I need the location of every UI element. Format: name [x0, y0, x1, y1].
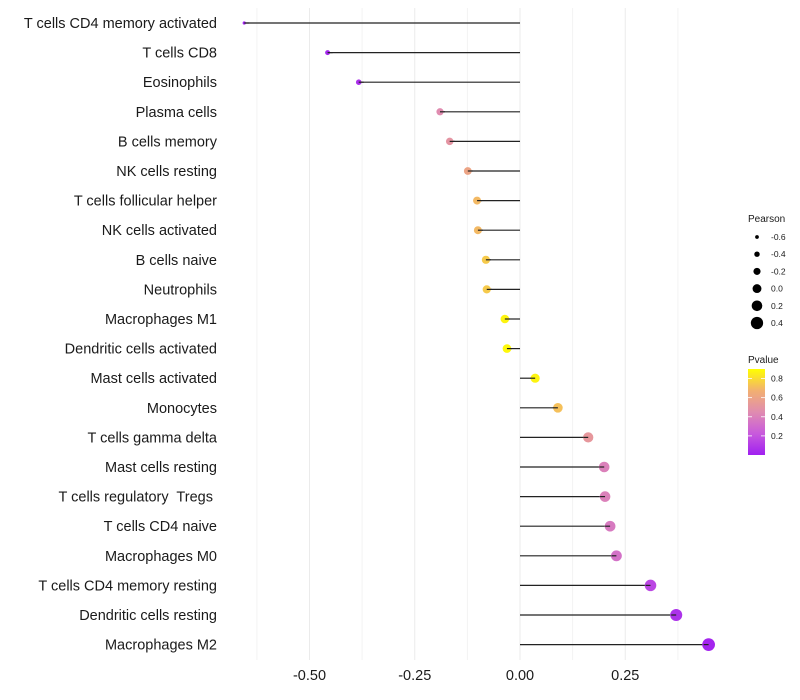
y-axis-labels: T cells CD4 memory activated T cells CD8 E…: [24, 16, 218, 654]
y-tick-label: NK cells resting: [116, 164, 217, 180]
y-tick-label: T cells CD4 naive: [104, 519, 217, 535]
gridlines: [256, 8, 679, 660]
y-tick-label: T cells CD4 memory activated: [24, 16, 217, 32]
size-legend-key: [750, 316, 764, 330]
color-legend-label: 0.4: [771, 412, 783, 422]
y-tick-label: T cells gamma delta: [88, 430, 218, 446]
x-axis-ticks: -0.50 -0.25 0.00 0.25: [293, 668, 639, 684]
y-tick-label: T cells CD8: [142, 46, 217, 62]
size-legend-title: Pearson: [748, 214, 785, 225]
y-tick-label: Dendritic cells activated: [65, 342, 217, 358]
color-legend-label: 0.2: [771, 431, 783, 441]
y-tick-label: Macrophages M2: [105, 638, 217, 654]
y-tick-label: Macrophages M0: [105, 549, 217, 565]
size-legend-key: [752, 284, 762, 294]
size-legend-label: 0.0: [771, 284, 783, 294]
point: [598, 461, 610, 473]
point: [702, 638, 715, 651]
y-tick-label: B cells memory: [118, 134, 218, 150]
size-legend-key: [755, 235, 759, 239]
size-legend-key: [753, 267, 761, 275]
y-tick-label: Neutrophils: [144, 282, 217, 298]
x-tick-label: -0.25: [398, 668, 431, 684]
size-legend-label: 0.4: [771, 318, 783, 328]
color-legend-label: 0.8: [771, 374, 783, 384]
y-tick-label: Dendritic cells resting: [79, 608, 217, 624]
x-tick-label: 0.00: [506, 668, 534, 684]
size-legend-label: -0.2: [771, 266, 786, 276]
color-legend-label: 0.6: [771, 393, 783, 403]
points: [242, 21, 715, 651]
stems: [244, 22, 709, 646]
size-legend: Pearson -0.6 -0.4 -0.2 0.0 0.2 0.4: [748, 214, 786, 330]
x-tick-label: -0.50: [293, 668, 326, 684]
color-legend: Pvalue 0.8 0.6 0.4 0.2: [748, 355, 783, 455]
size-legend-key: [751, 300, 763, 312]
y-tick-label: T cells regulatory Tregs: [59, 490, 218, 506]
y-tick-label: Monocytes: [147, 401, 217, 417]
y-tick-label: NK cells activated: [102, 223, 217, 239]
y-tick-label: T cells CD4 memory resting: [38, 578, 217, 594]
color-legend-bar: [748, 369, 765, 455]
color-legend-title: Pvalue: [748, 355, 779, 366]
y-tick-label: Mast cells activated: [90, 371, 217, 387]
y-tick-label: Macrophages M1: [105, 312, 217, 328]
y-tick-label: Eosinophils: [143, 75, 217, 91]
y-tick-label: Mast cells resting: [105, 460, 217, 476]
size-legend-label: 0.2: [771, 301, 783, 311]
size-legend-label: -0.6: [771, 232, 786, 242]
y-tick-label: B cells naive: [136, 253, 217, 269]
y-tick-label: T cells follicular helper: [74, 194, 217, 210]
size-legend-key: [754, 251, 760, 257]
size-legend-label: -0.4: [771, 249, 786, 259]
x-tick-label: 0.25: [611, 668, 639, 684]
y-tick-label: Plasma cells: [136, 105, 217, 121]
